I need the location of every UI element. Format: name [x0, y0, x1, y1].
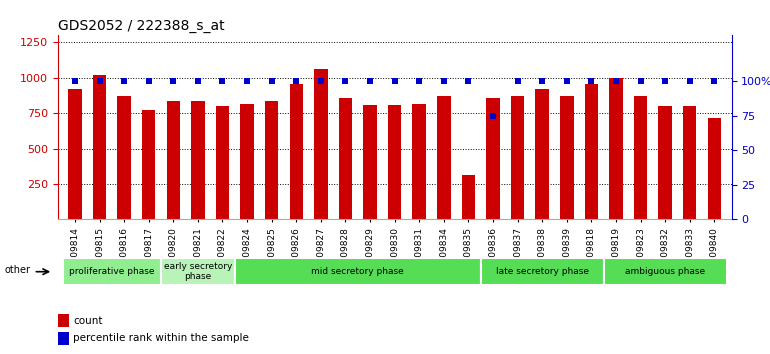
Bar: [62, 258, 161, 285]
Text: ambiguous phase: ambiguous phase: [625, 267, 705, 276]
Bar: [265, 101, 279, 219]
Bar: [363, 105, 377, 219]
Point: [340, 79, 352, 84]
Bar: [658, 106, 672, 219]
Point: [216, 79, 229, 84]
Bar: [235, 258, 480, 285]
Bar: [191, 101, 205, 219]
Bar: [437, 96, 450, 219]
Bar: [683, 106, 696, 219]
Bar: [634, 96, 648, 219]
Bar: [166, 101, 180, 219]
Point: [437, 79, 450, 84]
Point: [634, 79, 647, 84]
Point: [487, 113, 499, 119]
Bar: [604, 258, 727, 285]
Bar: [486, 98, 500, 219]
Bar: [58, 314, 69, 327]
Bar: [609, 78, 623, 219]
Bar: [314, 69, 327, 219]
Point: [290, 79, 303, 84]
Point: [561, 79, 573, 84]
Point: [413, 79, 425, 84]
Point: [118, 79, 130, 84]
Point: [536, 79, 548, 84]
Text: early secretory
phase: early secretory phase: [164, 262, 232, 281]
Point: [462, 79, 474, 84]
Bar: [216, 106, 229, 219]
Point: [93, 79, 105, 84]
Text: count: count: [73, 316, 102, 326]
Point: [364, 79, 377, 84]
Point: [585, 79, 598, 84]
Bar: [462, 175, 475, 219]
Text: late secretory phase: late secretory phase: [496, 267, 588, 276]
Point: [684, 79, 696, 84]
Bar: [69, 89, 82, 219]
Bar: [117, 96, 131, 219]
Text: proliferative phase: proliferative phase: [69, 267, 155, 276]
Point: [142, 79, 155, 84]
Point: [388, 79, 400, 84]
Text: other: other: [4, 266, 30, 275]
Point: [266, 79, 278, 84]
Bar: [511, 96, 524, 219]
Point: [69, 79, 81, 84]
Bar: [339, 98, 352, 219]
Point: [708, 79, 721, 84]
Point: [659, 79, 671, 84]
Bar: [93, 75, 106, 219]
Bar: [584, 84, 598, 219]
Point: [315, 79, 327, 84]
Bar: [142, 110, 156, 219]
Bar: [240, 104, 254, 219]
Bar: [290, 84, 303, 219]
Bar: [480, 258, 604, 285]
Point: [511, 79, 524, 84]
Text: mid secretory phase: mid secretory phase: [311, 267, 404, 276]
Point: [610, 79, 622, 84]
Text: GDS2052 / 222388_s_at: GDS2052 / 222388_s_at: [58, 19, 224, 33]
Bar: [388, 105, 401, 219]
Bar: [58, 332, 69, 345]
Point: [241, 79, 253, 84]
Bar: [535, 89, 549, 219]
Bar: [161, 258, 235, 285]
Point: [167, 79, 179, 84]
Bar: [560, 96, 574, 219]
Bar: [413, 104, 426, 219]
Point: [192, 79, 204, 84]
Text: percentile rank within the sample: percentile rank within the sample: [73, 333, 249, 343]
Bar: [708, 118, 721, 219]
